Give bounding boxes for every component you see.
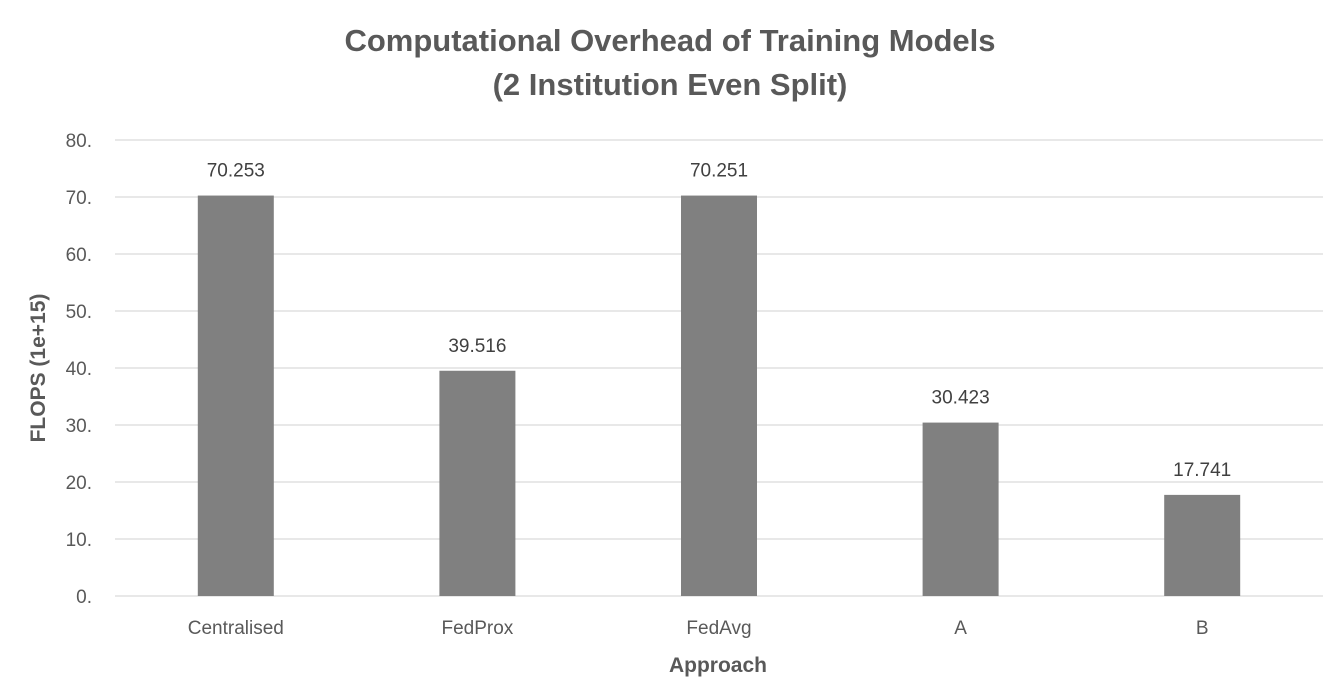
- bar-fedavg: [681, 195, 757, 596]
- y-tick-label: 30.: [66, 416, 92, 437]
- data-labels: 70.253 39.516 70.251 30.423 17.741: [207, 161, 1232, 481]
- bar-centralised: [197, 195, 274, 596]
- x-axis-ticks: Centralised FedProx FedAvg A B: [188, 618, 1209, 639]
- data-label: 39.516: [448, 336, 506, 357]
- data-label: 70.253: [207, 161, 265, 182]
- y-axis-ticks: 0. 10. 20. 30. 40. 50. 60. 70. 80.: [66, 131, 92, 608]
- bars: [197, 195, 1241, 596]
- chart-title: Computational Overhead of Training Model…: [344, 23, 995, 58]
- x-tick-label: B: [1196, 618, 1209, 639]
- y-tick-label: 80.: [66, 131, 92, 152]
- y-tick-label: 40.: [66, 359, 92, 380]
- y-tick-label: 20.: [66, 473, 92, 494]
- data-label: 70.251: [690, 161, 748, 182]
- y-tick-label: 50.: [66, 302, 92, 323]
- y-tick-label: 60.: [66, 245, 92, 266]
- bar-a: [922, 422, 999, 596]
- x-axis-title: Approach: [669, 654, 767, 677]
- bar-b: [1164, 494, 1241, 596]
- y-tick-label: 10.: [66, 530, 92, 551]
- x-tick-label: A: [954, 618, 967, 639]
- y-tick-label: 70.: [66, 188, 92, 209]
- x-tick-label: Centralised: [188, 618, 284, 639]
- y-axis-title: FLOPS (1e+15): [27, 294, 50, 443]
- x-tick-label: FedProx: [441, 618, 513, 639]
- bar-fedprox: [439, 370, 516, 596]
- data-label: 30.423: [932, 388, 990, 409]
- y-tick-label: 0.: [76, 587, 92, 608]
- data-label: 17.741: [1173, 460, 1231, 481]
- x-tick-label: FedAvg: [686, 618, 751, 639]
- chart-subtitle: (2 Institution Even Split): [493, 67, 848, 102]
